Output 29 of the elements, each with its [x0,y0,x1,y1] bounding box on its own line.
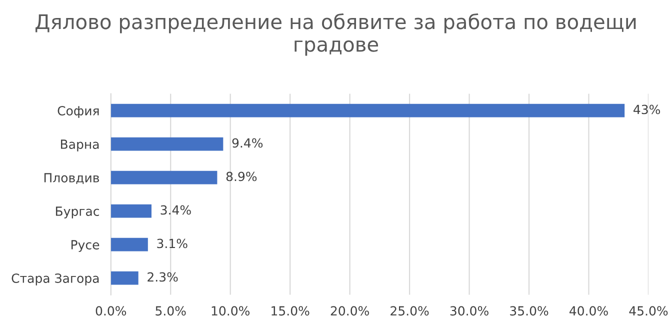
y-tick-label: Стара Загора [12,274,99,286]
data-label: 2.3% [148,272,178,282]
bar [110,137,224,151]
x-tick-label: 20.0% [330,306,369,316]
data-label: 3.1% [157,238,188,248]
x-tick-label: 10.0% [212,306,250,316]
x-tick-label: 30.0% [450,306,488,316]
y-tick-label: Русе [71,240,100,252]
y-tick-label: Пловдив [44,173,100,184]
x-tick-label: 40.0% [570,306,608,316]
x-tick-label: 35.0% [510,306,548,316]
y-tick-label: Варна [60,140,99,152]
x-tick-label: 45.0% [629,306,668,316]
bar [110,271,138,285]
data-label: 3.4% [160,205,191,215]
bar [110,238,148,252]
y-tick-label: Бургас [56,206,99,218]
x-tick-label: 0.0% [96,306,126,316]
bar [110,104,625,118]
bar [110,204,152,218]
x-tick-label: 5.0% [156,306,186,316]
y-tick-label: София [58,106,99,118]
x-tick-label: 15.0% [272,306,310,316]
x-tick-label: 25.0% [390,306,429,316]
data-label: 8.9% [226,172,257,182]
data-label: 9.4% [232,138,263,148]
data-label: 43% [634,104,660,114]
bar [110,170,218,184]
chart-title: Дялово разпределение на обявите за работа по водещи градове [36,13,636,56]
